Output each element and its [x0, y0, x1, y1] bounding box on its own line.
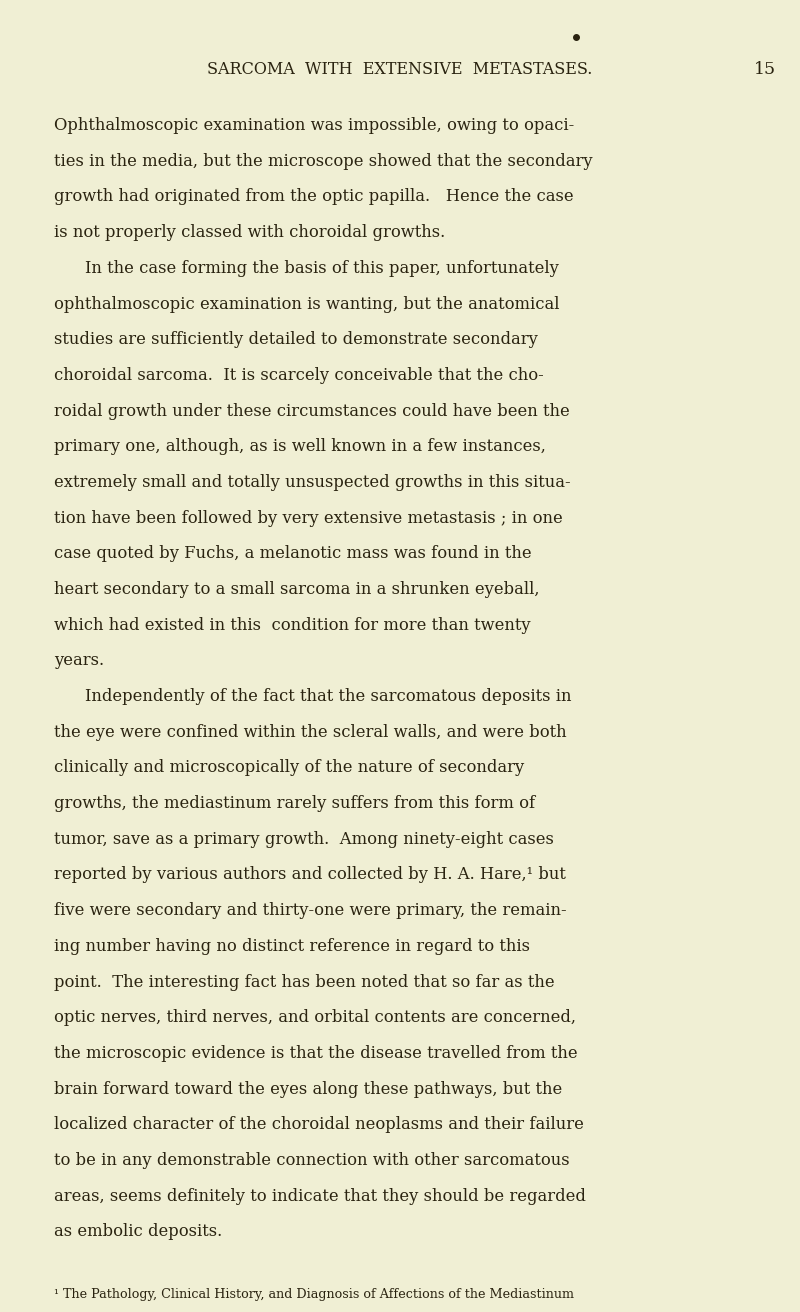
- Text: localized character of the choroidal neoplasms and their failure: localized character of the choroidal neo…: [54, 1117, 584, 1134]
- Text: clinically and microscopically of the nature of secondary: clinically and microscopically of the na…: [54, 760, 525, 777]
- Text: Independently of the fact that the sarcomatous deposits in: Independently of the fact that the sarco…: [85, 687, 571, 705]
- Text: ophthalmoscopic examination is wanting, but the anatomical: ophthalmoscopic examination is wanting, …: [54, 295, 560, 312]
- Text: brain forward toward the eyes along these pathways, but the: brain forward toward the eyes along thes…: [54, 1081, 562, 1098]
- Text: to be in any demonstrable connection with other sarcomatous: to be in any demonstrable connection wit…: [54, 1152, 570, 1169]
- Text: Ophthalmoscopic examination was impossible, owing to opaci-: Ophthalmoscopic examination was impossib…: [54, 117, 574, 134]
- Text: In the case forming the basis of this paper, unfortunately: In the case forming the basis of this pa…: [85, 260, 558, 277]
- Text: areas, seems definitely to indicate that they should be regarded: areas, seems definitely to indicate that…: [54, 1187, 586, 1204]
- Text: is not properly classed with choroidal growths.: is not properly classed with choroidal g…: [54, 224, 446, 241]
- Text: the eye were confined within the scleral walls, and were both: the eye were confined within the scleral…: [54, 724, 567, 741]
- Text: tion have been followed by very extensive metastasis ; in one: tion have been followed by very extensiv…: [54, 509, 563, 526]
- Text: primary one, although, as is well known in a few instances,: primary one, although, as is well known …: [54, 438, 546, 455]
- Text: the microscopic evidence is that the disease travelled from the: the microscopic evidence is that the dis…: [54, 1044, 578, 1061]
- Text: case quoted by Fuchs, a melanotic mass was found in the: case quoted by Fuchs, a melanotic mass w…: [54, 546, 532, 563]
- Text: tumor, save as a primary growth.  Among ninety-eight cases: tumor, save as a primary growth. Among n…: [54, 830, 554, 848]
- Text: as embolic deposits.: as embolic deposits.: [54, 1223, 222, 1240]
- Text: extremely small and totally unsuspected growths in this situa-: extremely small and totally unsuspected …: [54, 474, 571, 491]
- Text: studies are sufficiently detailed to demonstrate secondary: studies are sufficiently detailed to dem…: [54, 331, 538, 348]
- Text: optic nerves, third nerves, and orbital contents are concerned,: optic nerves, third nerves, and orbital …: [54, 1009, 576, 1026]
- Text: ing number having no distinct reference in regard to this: ing number having no distinct reference …: [54, 938, 530, 955]
- Text: ¹ The Pathology, Clinical History, and Diagnosis of Affections of the Mediastinu: ¹ The Pathology, Clinical History, and D…: [54, 1288, 574, 1302]
- Text: choroidal sarcoma.  It is scarcely conceivable that the cho-: choroidal sarcoma. It is scarcely concei…: [54, 367, 544, 384]
- Text: reported by various authors and collected by H. A. Hare,¹ but: reported by various authors and collecte…: [54, 866, 566, 883]
- Text: heart secondary to a small sarcoma in a shrunken eyeball,: heart secondary to a small sarcoma in a …: [54, 581, 540, 598]
- Text: growth had originated from the optic papilla.   Hence the case: growth had originated from the optic pap…: [54, 189, 574, 206]
- Text: SARCOMA  WITH  EXTENSIVE  METASTASES.: SARCOMA WITH EXTENSIVE METASTASES.: [207, 62, 593, 79]
- Text: roidal growth under these circumstances could have been the: roidal growth under these circumstances …: [54, 403, 570, 420]
- Text: ties in the media, but the microscope showed that the secondary: ties in the media, but the microscope sh…: [54, 152, 593, 169]
- Text: five were secondary and thirty-one were primary, the remain-: five were secondary and thirty-one were …: [54, 903, 567, 920]
- Text: 15: 15: [754, 62, 776, 79]
- Text: growths, the mediastinum rarely suffers from this form of: growths, the mediastinum rarely suffers …: [54, 795, 535, 812]
- Text: which had existed in this  condition for more than twenty: which had existed in this condition for …: [54, 617, 531, 634]
- Text: point.  The interesting fact has been noted that so far as the: point. The interesting fact has been not…: [54, 974, 555, 991]
- Text: years.: years.: [54, 652, 105, 669]
